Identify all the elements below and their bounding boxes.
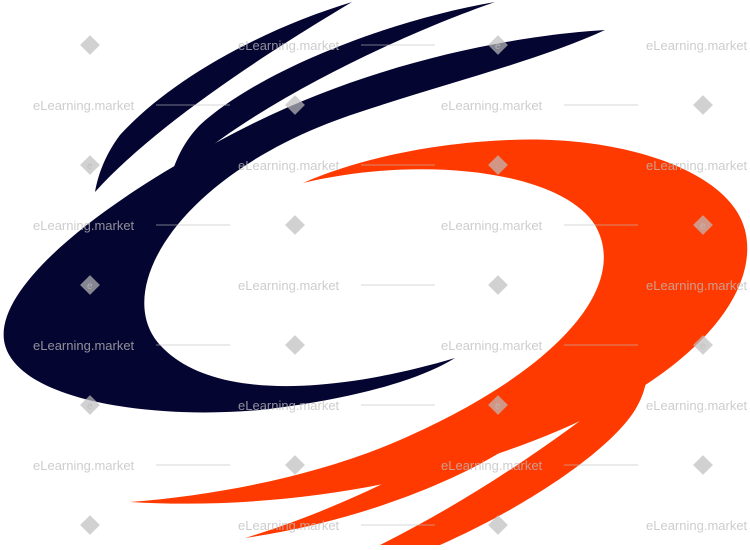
navy-swoosh-main [3,30,605,413]
orange-swoosh-main [130,139,748,504]
